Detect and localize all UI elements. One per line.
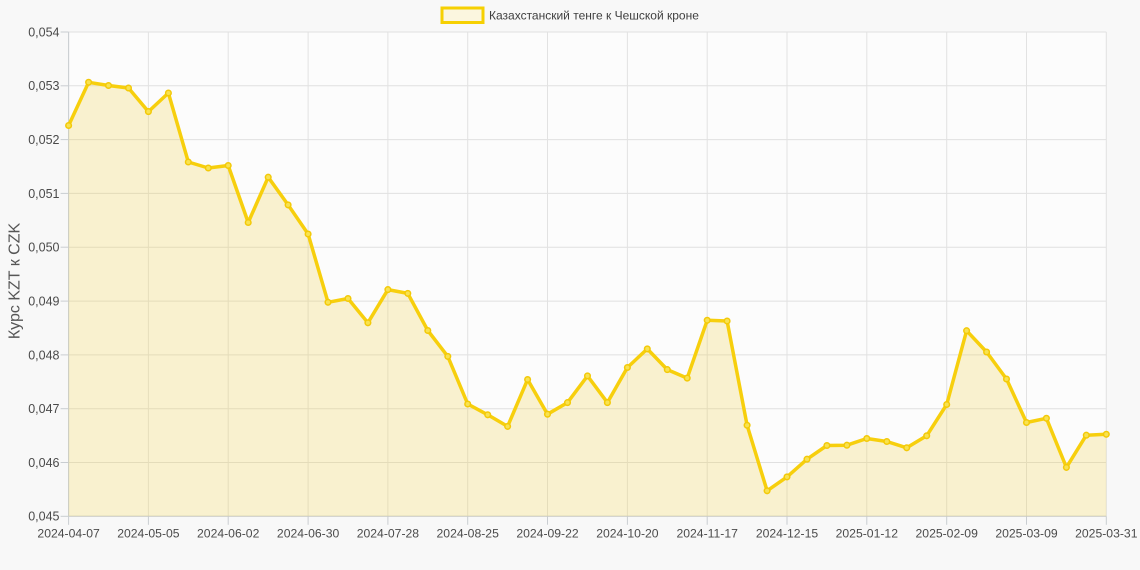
svg-text:0,054: 0,054: [28, 25, 59, 39]
svg-text:2024-09-22: 2024-09-22: [516, 527, 579, 541]
svg-text:0,051: 0,051: [28, 187, 59, 201]
svg-text:0,050: 0,050: [28, 241, 59, 255]
svg-text:Курс KZT к CZK: Курс KZT к CZK: [7, 223, 24, 340]
svg-text:0,046: 0,046: [28, 456, 59, 470]
svg-text:Казахстанский тенге к Чешской: Казахстанский тенге к Чешской кроне: [489, 9, 699, 23]
svg-text:0,045: 0,045: [28, 510, 59, 524]
svg-text:0,048: 0,048: [28, 348, 59, 362]
svg-text:2024-06-02: 2024-06-02: [197, 527, 260, 541]
svg-text:0,052: 0,052: [28, 133, 59, 147]
svg-text:0,047: 0,047: [28, 402, 59, 416]
svg-text:2024-06-30: 2024-06-30: [277, 527, 340, 541]
svg-text:2025-02-09: 2025-02-09: [916, 527, 979, 541]
svg-text:2024-10-20: 2024-10-20: [596, 527, 659, 541]
svg-text:2024-04-07: 2024-04-07: [37, 527, 100, 541]
svg-text:2024-12-15: 2024-12-15: [756, 527, 819, 541]
svg-text:2024-11-17: 2024-11-17: [676, 527, 738, 541]
svg-text:2025-01-12: 2025-01-12: [836, 527, 899, 541]
svg-text:0,049: 0,049: [28, 295, 59, 309]
svg-text:2025-03-31: 2025-03-31: [1075, 527, 1138, 541]
svg-text:2025-03-09: 2025-03-09: [995, 527, 1058, 541]
svg-text:2024-05-05: 2024-05-05: [117, 527, 180, 541]
svg-text:2024-07-28: 2024-07-28: [357, 527, 420, 541]
svg-text:2024-08-25: 2024-08-25: [437, 527, 500, 541]
svg-text:0,053: 0,053: [28, 79, 59, 93]
